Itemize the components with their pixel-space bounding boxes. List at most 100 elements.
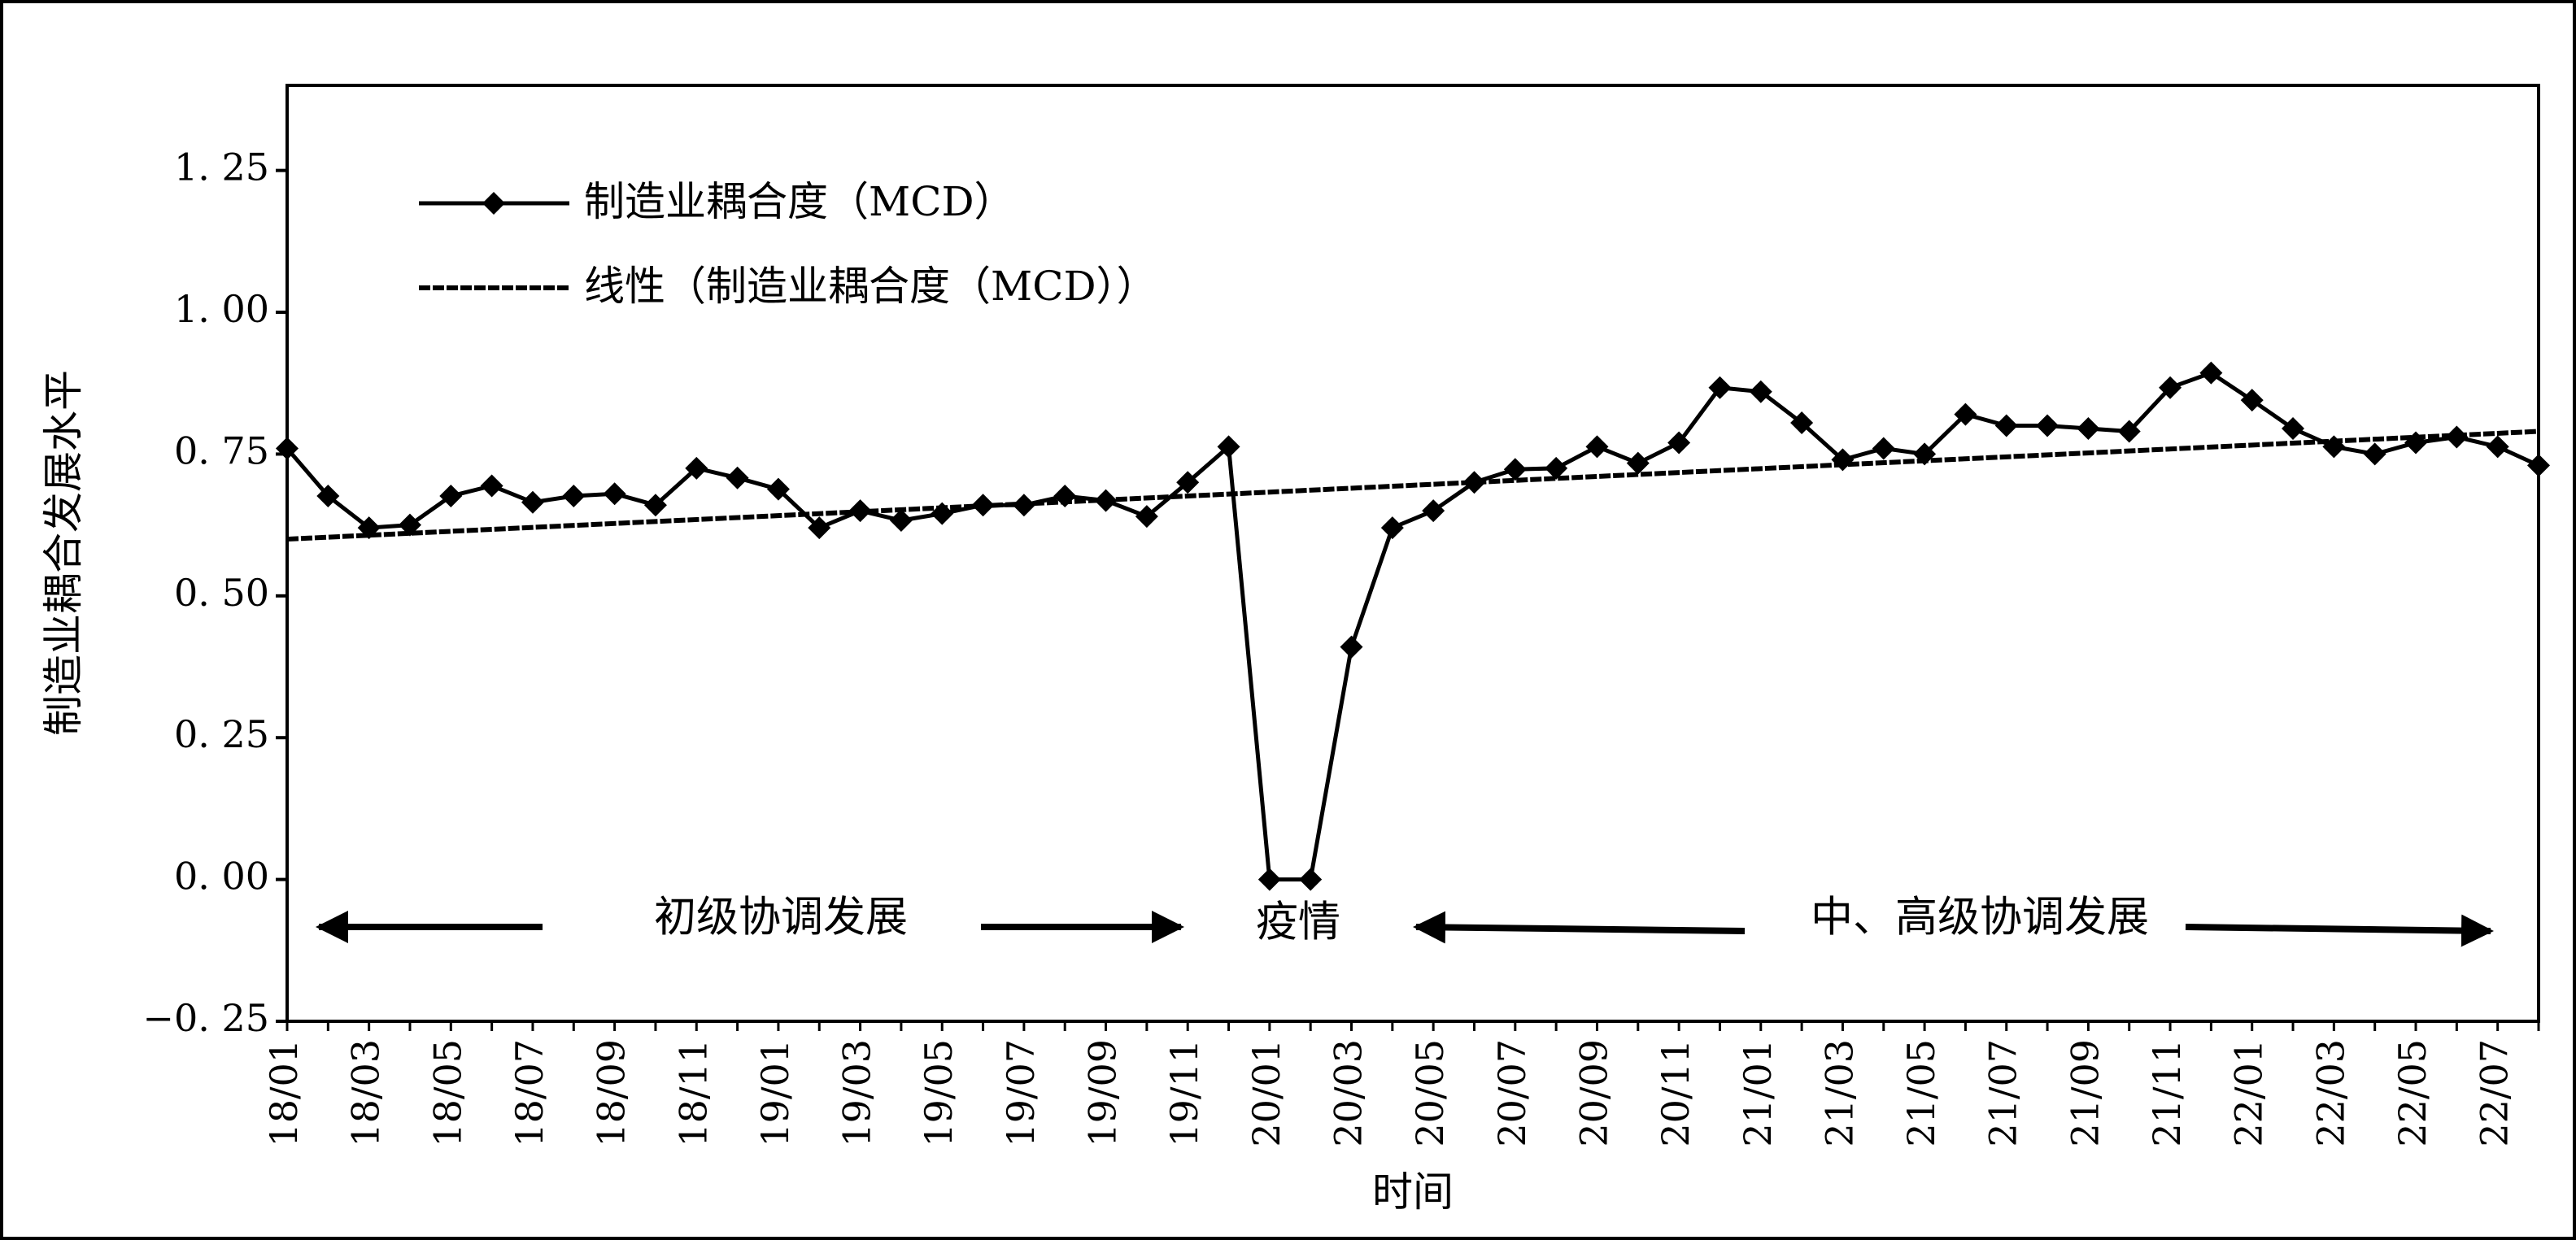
x-tick-label: 22/01 xyxy=(2227,1039,2271,1147)
x-tick-label: 22/05 xyxy=(2391,1039,2434,1147)
x-axis-label: 时间 xyxy=(1372,1168,1454,1216)
point xyxy=(931,502,954,525)
plot-area xyxy=(285,84,2540,1023)
legend-label: 线性（制造业耦合度（MCD）） xyxy=(584,263,1157,310)
point xyxy=(1749,380,1772,403)
x-tick-label: 21/09 xyxy=(2063,1039,2107,1147)
x-tick-label: 19/05 xyxy=(917,1039,961,1147)
x-tick-label: 18/09 xyxy=(590,1039,634,1147)
point xyxy=(439,485,463,508)
y-tick-label: 1. 00 xyxy=(174,287,269,331)
y-tick-label: −0. 25 xyxy=(142,996,269,1040)
point xyxy=(1545,456,1568,480)
x-tick-label: 21/01 xyxy=(1736,1039,1780,1147)
x-tick-label: 20/01 xyxy=(1244,1039,1288,1147)
x-tick-label: 19/11 xyxy=(1162,1039,1206,1147)
point xyxy=(2404,431,2428,455)
annotation: 疫情 xyxy=(1256,898,1340,947)
point xyxy=(726,466,749,489)
x-tick-label: 20/07 xyxy=(1490,1039,1534,1147)
point xyxy=(1217,435,1240,459)
x-tick-label: 18/05 xyxy=(425,1039,469,1147)
point xyxy=(643,494,667,517)
point xyxy=(2159,376,2182,399)
trend-line xyxy=(286,429,2539,542)
x-tick-label: 21/07 xyxy=(1981,1039,2025,1147)
y-tick-label: 0. 00 xyxy=(174,855,269,898)
point xyxy=(1340,635,1363,659)
x-tick-label: 22/03 xyxy=(2308,1039,2352,1147)
point xyxy=(808,516,831,540)
point xyxy=(2199,361,2223,385)
point xyxy=(521,490,544,514)
point xyxy=(316,485,340,508)
point xyxy=(1503,458,1527,481)
x-tick-label: 22/07 xyxy=(2473,1039,2517,1147)
point xyxy=(2117,420,2141,443)
point xyxy=(889,509,913,533)
point xyxy=(1790,411,1814,435)
point xyxy=(1872,437,1895,460)
annotation: 中、高级协调发展 xyxy=(1811,894,2149,942)
point xyxy=(1257,868,1281,891)
point xyxy=(2036,414,2059,437)
annotation: 初级协调发展 xyxy=(654,894,908,942)
x-tick-label: 18/07 xyxy=(508,1039,551,1147)
point xyxy=(1053,485,1077,508)
point xyxy=(1708,376,1732,399)
legend-marker xyxy=(482,192,505,215)
point xyxy=(603,482,626,506)
arrows xyxy=(316,911,2494,947)
point xyxy=(2240,389,2264,412)
x-tick-label: 18/03 xyxy=(344,1039,388,1147)
y-axis-label: 制造业耦合发展水平 xyxy=(40,370,87,736)
point xyxy=(1954,402,1977,426)
point xyxy=(2486,435,2509,459)
x-tick-label: 19/03 xyxy=(835,1039,879,1147)
x-tick-label: 19/07 xyxy=(999,1039,1043,1147)
x-tick-label: 20/05 xyxy=(1408,1039,1452,1147)
point xyxy=(2445,425,2469,449)
point xyxy=(1380,516,1404,540)
point xyxy=(480,474,503,498)
point xyxy=(276,437,299,460)
x-tick-label: 19/09 xyxy=(1081,1039,1125,1147)
y-tick-label: 1. 25 xyxy=(174,146,269,189)
point xyxy=(1176,471,1200,494)
point xyxy=(1462,471,1486,494)
y-tick-label: 0. 25 xyxy=(174,712,269,756)
point xyxy=(357,516,381,540)
point xyxy=(2282,417,2305,441)
point xyxy=(2322,435,2346,459)
point xyxy=(1667,431,1691,455)
x-tick-label: 20/09 xyxy=(1571,1039,1615,1147)
point xyxy=(971,494,995,517)
point xyxy=(2077,417,2100,441)
point xyxy=(766,477,790,501)
x-tick-label: 20/03 xyxy=(1327,1039,1371,1147)
point xyxy=(2527,454,2550,477)
x-tick-label: 20/11 xyxy=(1654,1039,1698,1147)
point xyxy=(1012,494,1035,517)
x-tick-label: 21/05 xyxy=(1899,1039,1943,1147)
series-line xyxy=(285,370,2540,882)
point xyxy=(1422,499,1445,523)
point xyxy=(1994,414,2018,437)
y-tick-label: 0. 75 xyxy=(174,429,269,472)
point xyxy=(1299,868,1323,891)
point xyxy=(2363,442,2386,466)
point xyxy=(1135,505,1158,529)
point xyxy=(848,499,872,523)
point xyxy=(1913,442,1937,466)
x-tick-label: 18/01 xyxy=(262,1039,306,1147)
point xyxy=(685,456,708,480)
point xyxy=(1094,489,1118,512)
legend-label: 制造业耦合度（MCD） xyxy=(584,178,1015,225)
point xyxy=(398,513,421,537)
point xyxy=(1585,435,1609,459)
x-tick-label: 21/03 xyxy=(1817,1039,1861,1147)
point xyxy=(1626,451,1650,475)
x-tick-label: 19/01 xyxy=(753,1039,797,1147)
point xyxy=(562,485,586,508)
